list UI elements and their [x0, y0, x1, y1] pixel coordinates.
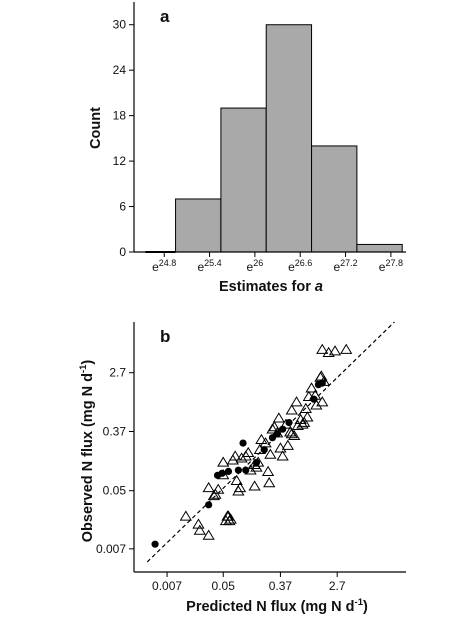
- filled-circle-point: [242, 466, 250, 474]
- y-tick-label: 18: [113, 109, 127, 123]
- x-tick-label: 2.7: [329, 579, 346, 593]
- panel-label-a: a: [160, 7, 170, 26]
- open-triangle-point: [310, 399, 323, 410]
- filled-circle-point: [268, 434, 277, 442]
- open-triangle-point: [264, 448, 277, 459]
- open-triangle-point: [291, 419, 304, 430]
- open-triangle-point: [296, 418, 309, 429]
- x-tick-label: e27.8: [379, 258, 403, 274]
- filled-circle-point: [310, 395, 318, 403]
- open-triangle-point: [235, 452, 248, 463]
- open-triangle-point: [290, 396, 303, 407]
- y-ticks: 0 6 12 18 24 30: [113, 18, 134, 259]
- open-triangle-point: [209, 488, 222, 499]
- open-triangle-point: [316, 343, 329, 354]
- x-tick-label: e25.4: [197, 258, 221, 274]
- y-axis-title: Count: [88, 107, 104, 149]
- x-tick-label: e26.6: [288, 258, 312, 274]
- open-triangle-point: [232, 485, 245, 496]
- open-triangle-point: [202, 529, 215, 540]
- histogram-bar: [356, 243, 403, 253]
- open-triangle-point: [212, 483, 225, 494]
- filled-circle-point: [234, 466, 243, 474]
- y-tick-label: 30: [113, 18, 127, 32]
- open-triangle-point: [285, 428, 298, 439]
- x-tick-label: 0.37: [269, 579, 293, 593]
- x-tick-label: e27.2: [333, 258, 357, 274]
- histogram-bar: [175, 198, 222, 253]
- y-axis-title: Observed N flux (mg N d-1): [78, 360, 96, 543]
- y-tick-label: 0.05: [103, 484, 127, 498]
- open-triangle-point: [299, 402, 312, 413]
- open-triangle-point: [229, 450, 242, 461]
- open-triangle-point: [193, 524, 206, 535]
- open-triangle-point: [276, 450, 289, 461]
- open-triangle-point: [230, 474, 243, 485]
- open-triangle-point: [301, 411, 314, 422]
- open-triangle-point: [202, 481, 215, 493]
- x-tick-label: 0.007: [152, 579, 182, 593]
- histogram-bar: [265, 24, 313, 253]
- open-triangle-point: [328, 345, 342, 356]
- x-axis-title: Predicted N flux (mg N d-1): [186, 597, 368, 615]
- open-triangle-point: [288, 429, 301, 441]
- filled-circle-point: [205, 501, 213, 509]
- x-axis-title: Estimates for a: [219, 279, 323, 295]
- filled-circle-point: [218, 469, 226, 477]
- filled-circle-point: [224, 467, 233, 476]
- histogram-bar: [220, 107, 267, 253]
- filled-circle-point: [239, 439, 247, 447]
- open-triangle-point: [233, 481, 247, 493]
- open-triangle-point: [250, 461, 263, 472]
- open-triangle-point: [266, 423, 279, 434]
- filled-circle-point: [252, 458, 261, 467]
- x-tick-label: e24.8: [152, 258, 176, 274]
- x-ticks: e24.8 e25.4 e26 e26.6 e27.2 e27.8: [152, 252, 403, 274]
- y-tick-label: 0: [119, 245, 126, 259]
- filled-circle-point: [151, 540, 159, 548]
- open-triangle-point: [340, 343, 353, 354]
- y-ticks: 0.007 0.05 0.37 2.7: [96, 366, 134, 556]
- open-triangle-point: [263, 476, 276, 488]
- panel-label-b: b: [160, 327, 170, 346]
- y-tick-label: 24: [113, 63, 127, 77]
- histogram-bars: [145, 24, 403, 253]
- open-triangle-point: [284, 426, 297, 437]
- open-triangle-point: [272, 412, 285, 423]
- filled-circle-point: [285, 418, 293, 427]
- reference-line: [146, 321, 395, 563]
- filled-circle-point: [279, 425, 287, 433]
- open-triangle-point: [285, 404, 298, 415]
- x-tick-label: e26: [247, 258, 264, 274]
- x-ticks: 0.007 0.05 0.37 2.7: [152, 572, 346, 593]
- y-tick-label: 0.007: [96, 542, 126, 556]
- open-triangle-point: [305, 382, 318, 393]
- open-triangle-point: [242, 446, 255, 458]
- filled-circle-point: [318, 379, 326, 387]
- filled-circle-point: [260, 446, 268, 454]
- open-triangle-point: [268, 421, 281, 432]
- open-triangle-point: [298, 416, 311, 427]
- histogram-bar: [311, 145, 358, 253]
- x-tick-label: 0.05: [212, 579, 236, 593]
- open-triangle-point: [255, 433, 268, 444]
- open-triangle-point: [316, 396, 329, 407]
- y-tick-label: 6: [119, 200, 126, 214]
- y-tick-label: 2.7: [109, 366, 126, 380]
- scatter-points: [151, 343, 353, 548]
- open-triangle-point: [179, 510, 192, 521]
- y-tick-label: 12: [113, 154, 127, 168]
- open-triangle-point: [217, 456, 230, 467]
- open-triangle-point: [261, 465, 275, 476]
- open-triangle-point: [224, 513, 237, 524]
- open-triangle-point: [207, 489, 220, 501]
- open-triangle-point: [248, 480, 261, 491]
- scatter-panel: 0.007 0.05 0.37 2.7 0.007 0.05 0.37 2.7 b Pred…: [78, 321, 406, 615]
- y-tick-label: 0.37: [103, 425, 127, 439]
- open-triangle-point: [281, 439, 294, 450]
